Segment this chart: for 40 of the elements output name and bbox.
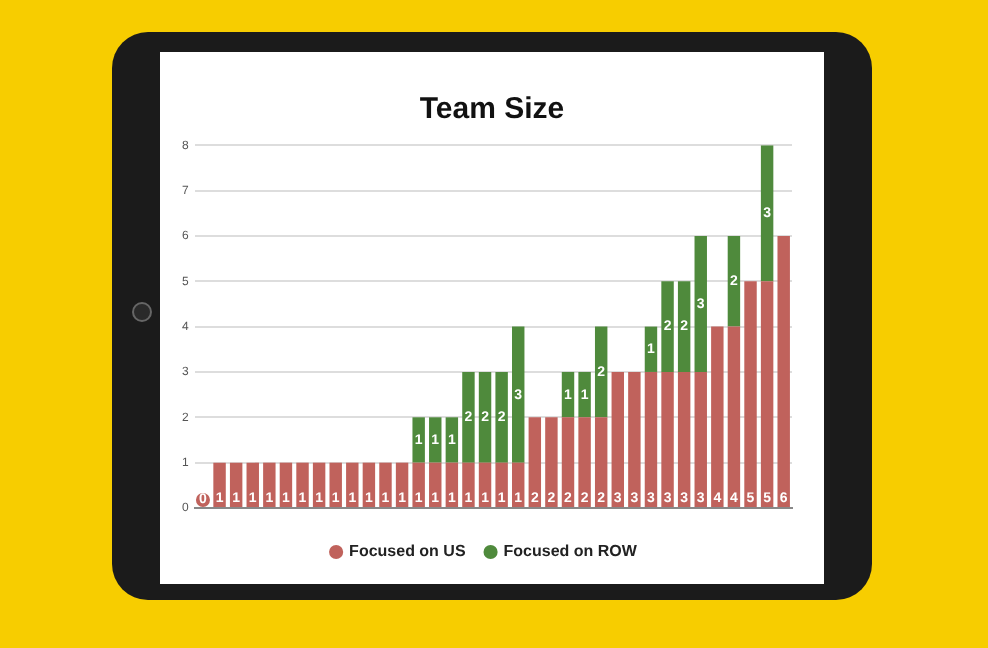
bar [760, 281, 774, 507]
bar [677, 281, 691, 372]
bar [661, 281, 674, 372]
bar [578, 371, 591, 418]
bar [694, 371, 707, 507]
bar [694, 235, 707, 372]
bar [412, 417, 425, 463]
legend-label: Focused on ROW [503, 542, 638, 561]
bar [711, 326, 724, 507]
bar [296, 462, 309, 507]
bar [429, 417, 442, 463]
bar [777, 235, 790, 507]
bar [661, 371, 674, 507]
bar [512, 326, 525, 463]
bar [594, 326, 608, 418]
bar [594, 417, 608, 507]
bar [263, 462, 276, 507]
bar [644, 371, 658, 507]
bar [346, 462, 359, 507]
legend-label: Focused on US [349, 542, 467, 561]
bar [329, 462, 342, 507]
bar [379, 462, 392, 507]
bar [561, 417, 575, 507]
bar [478, 371, 492, 463]
bar [611, 371, 624, 507]
chart-title: Team Size [417, 92, 567, 126]
bar [528, 417, 542, 507]
bar [727, 235, 741, 327]
bar [462, 371, 475, 463]
bar [412, 462, 425, 507]
bar [495, 371, 508, 463]
bar [727, 326, 741, 507]
bar [545, 417, 558, 507]
bar [677, 371, 691, 507]
bar [628, 371, 641, 507]
bar [744, 281, 757, 507]
bar [495, 462, 508, 507]
bar [462, 462, 475, 507]
bar [760, 145, 774, 282]
bar [578, 417, 591, 507]
